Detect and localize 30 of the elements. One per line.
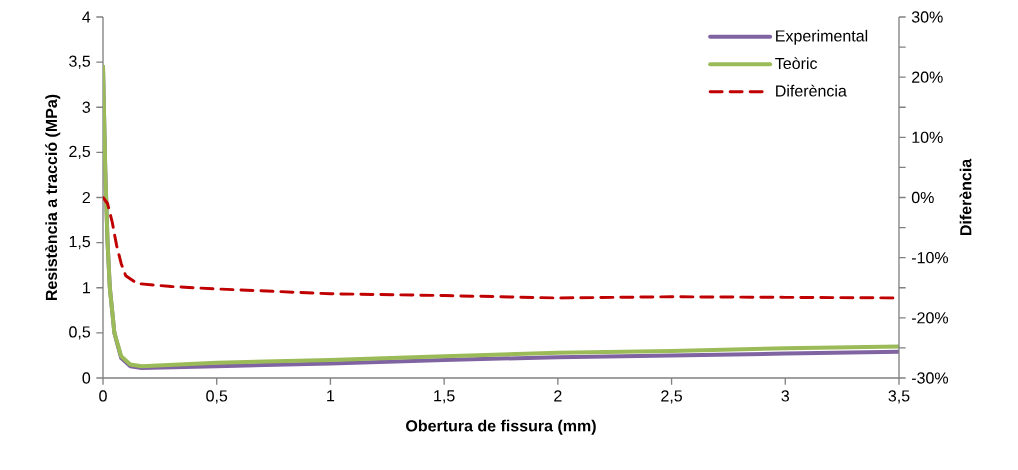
y-tick-label: 2 xyxy=(82,191,90,204)
y-axis-title: Resistència a tracció (MPa) xyxy=(45,94,61,301)
y2-tick-label: 0% xyxy=(911,191,934,204)
y-tick-label: 1,5 xyxy=(69,236,91,250)
x-tick-label: 0,5 xyxy=(206,390,228,404)
y2-tick-label: 10% xyxy=(912,131,943,143)
x-tick-label: 2 xyxy=(554,390,562,402)
y-tick-label: 0,5 xyxy=(69,326,91,340)
legend-label: Teòric xyxy=(775,57,818,70)
x-tick-label: 1,5 xyxy=(434,390,455,404)
y-tick-label: 3,5 xyxy=(69,55,91,69)
legend-label: Diferència xyxy=(776,84,847,97)
y-tick-label: 3 xyxy=(82,101,91,113)
x-axis-title: Obertura de fissura (mm) xyxy=(406,419,596,435)
y2-axis-title: Diferència xyxy=(959,158,972,236)
x-tick-label: 3,5 xyxy=(888,390,910,404)
y-tick-label: 2,5 xyxy=(69,145,91,159)
y-tick-label: 4 xyxy=(82,11,91,23)
x-tick-label: 3 xyxy=(781,390,790,402)
x-tick-label: 1 xyxy=(327,390,335,402)
y2-tick-label: -20% xyxy=(911,312,949,324)
y-tick-label: 0 xyxy=(82,372,91,384)
y2-tick-label: 20% xyxy=(912,71,943,83)
y-tick-label: 1 xyxy=(83,282,90,294)
y2-tick-label: -30% xyxy=(911,372,949,384)
x-tick-label: 2,5 xyxy=(661,390,683,404)
y2-tick-label: 30% xyxy=(911,11,943,23)
y2-tick-label: -10% xyxy=(911,252,949,264)
legend-label: Experimental xyxy=(776,29,868,45)
x-tick-label: 0 xyxy=(99,390,107,402)
